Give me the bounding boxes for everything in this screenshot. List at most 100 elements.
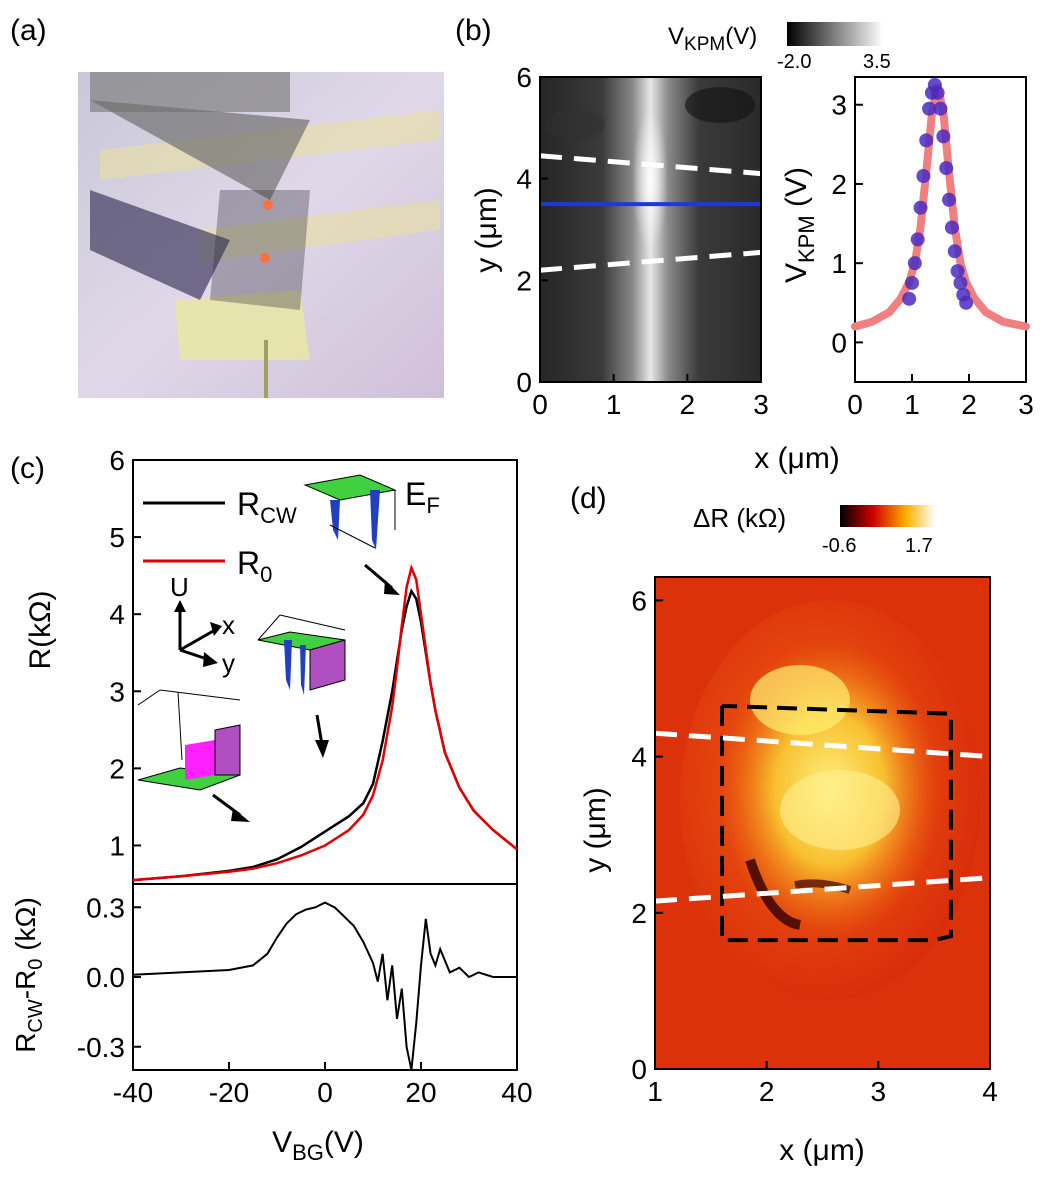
axis-label-x: x [222, 610, 235, 640]
resistance-plot [132, 563, 518, 882]
kpm-lower-boundary [539, 249, 762, 273]
b-profile-ytick-label: 2 [831, 169, 847, 200]
axis-label-u: U [170, 572, 189, 602]
panel-label-b: (b) [455, 14, 492, 47]
kpm-data-point [944, 220, 959, 235]
d-map-xtick-label: 4 [982, 1076, 998, 1107]
b-map-xtick-label: 0 [532, 389, 548, 420]
c-top-ytick-label: 6 [109, 445, 125, 476]
delta-r-colorbar [840, 505, 935, 527]
c-top-ytick-label: 2 [109, 753, 125, 784]
b-profile-xtick-label: 2 [961, 389, 977, 420]
b-map-ytick-label: 0 [516, 367, 532, 398]
c-bottom-xtick-label: -40 [113, 1077, 153, 1108]
fermi-level-label: EF [405, 476, 440, 518]
kpm-data-point [930, 85, 945, 100]
legend-label-r0: R0 [237, 545, 272, 587]
d-map-ytick-label: 2 [631, 898, 647, 929]
c-bottom-ytick-label: 0.0 [86, 962, 125, 993]
legend-label-r-cw: RCW [237, 486, 297, 528]
delta-r-colorbar-label: ΔR (kΩ) [693, 503, 786, 533]
resistance-ticks: 1 2 3 4 5 6 [109, 445, 141, 861]
kpm-data-point [959, 295, 974, 310]
kpm-data-point [942, 192, 957, 207]
difference-plot [132, 901, 517, 1071]
d-map-xtick-label: 1 [647, 1076, 663, 1107]
r0-line [132, 563, 518, 882]
kpm-data-point [905, 275, 919, 290]
kpm-profile-plot [851, 77, 1030, 331]
delta-r-xlabel: x (μm) [779, 1134, 865, 1167]
r-cw-line [132, 588, 518, 882]
kpm-colorbar-min: -2.0 [777, 51, 811, 73]
pointer-arrows [212, 563, 400, 822]
kpm-profile-ylabel: VKPM (V) [780, 167, 819, 283]
b-map-xtick-label: 3 [753, 389, 769, 420]
kpm-data-point [922, 101, 937, 116]
kpm-colorbar-label: VKPM(V) [668, 23, 757, 55]
b-map-ytick-label: 2 [516, 265, 532, 296]
kpm-data-point [919, 133, 934, 148]
axes-inset: U x y [170, 572, 235, 678]
kpm-data-point [907, 256, 922, 271]
kpm-data-point [916, 169, 931, 184]
d-map-ytick-label: 6 [631, 585, 647, 616]
kpm-map-overlays [539, 153, 762, 273]
b-profile-xtick-label: 1 [904, 389, 920, 420]
c-bottom-xtick-label: 40 [501, 1077, 532, 1108]
c-bottom-ytick-label: -0.3 [77, 1032, 125, 1063]
c-top-ytick-label: 3 [109, 676, 125, 707]
inset-energy-landscape-mid [257, 614, 346, 695]
inset-energy-landscape-peak: EF [303, 474, 440, 550]
d-map-ytick-label: 4 [631, 742, 647, 773]
delta-r-colorbar-max: 1.7 [905, 535, 933, 557]
legend: RCW R0 [143, 486, 297, 587]
delta-r-ticks: 1 2 3 4 0 2 4 6 [631, 585, 997, 1107]
c-top-ytick-label: 1 [109, 830, 125, 861]
b-map-ytick-label: 4 [516, 164, 532, 195]
kpm-map [540, 77, 761, 382]
backgate-xlabel: VBG(V) [272, 1126, 364, 1165]
b-profile-xtick-label: 0 [847, 389, 863, 420]
c-bottom-xtick-label: -20 [209, 1077, 249, 1108]
kpm-profile-frame [854, 76, 1027, 383]
b-map-xtick-label: 1 [606, 389, 622, 420]
b-profile-ytick-label: 3 [831, 90, 847, 121]
panel-label-d: (d) [570, 482, 607, 515]
kpm-data-point [936, 129, 951, 144]
device-schematic [78, 72, 444, 398]
difference-line [132, 901, 517, 1071]
panel-label-a: (a) [10, 14, 47, 47]
delta-r-map [655, 577, 990, 1069]
kpm-colorbar [787, 22, 883, 46]
difference-ticks: -40 -20 0 20 40 -0.3 0.0 0.3 [77, 892, 533, 1108]
d-map-xtick-label: 3 [871, 1076, 887, 1107]
kpm-fit-curve [851, 84, 1030, 331]
delta-r-ylabel: y (μm) [579, 787, 612, 873]
d-map-xtick-label: 2 [759, 1076, 775, 1107]
b-profile-ytick-label: 0 [831, 327, 847, 358]
c-top-ytick-label: 4 [109, 599, 125, 630]
kpm-data-point [953, 275, 968, 290]
c-bottom-xtick-label: 0 [317, 1077, 333, 1108]
kpm-data-point [939, 161, 954, 176]
difference-frame [132, 883, 518, 1071]
kpm-map-ticks: 0 1 2 3 0 2 4 6 [516, 62, 768, 420]
kpm-data-point [902, 291, 917, 306]
kpm-profile-ticks: 0 1 2 3 0 1 2 3 [831, 90, 1033, 420]
kpm-upper-boundary [539, 153, 762, 177]
kpm-data-point [933, 101, 948, 116]
kpm-data-point [947, 244, 962, 259]
c-bottom-ytick-label: 0.3 [86, 892, 125, 923]
axis-label-y: y [222, 648, 235, 678]
delta-r-lower-boundary [654, 875, 991, 904]
c-bottom-xtick-label: 20 [405, 1077, 436, 1108]
b-map-xtick-label: 2 [680, 389, 696, 420]
delta-r-upper-boundary [654, 730, 991, 760]
kpm-shared-xlabel: x (μm) [754, 442, 840, 475]
kpm-colorbar-max: 3.5 [863, 51, 891, 73]
delta-r-colorbar-min: -0.6 [822, 535, 856, 557]
kpm-data-point [910, 232, 925, 247]
delta-r-frame [654, 576, 991, 1070]
